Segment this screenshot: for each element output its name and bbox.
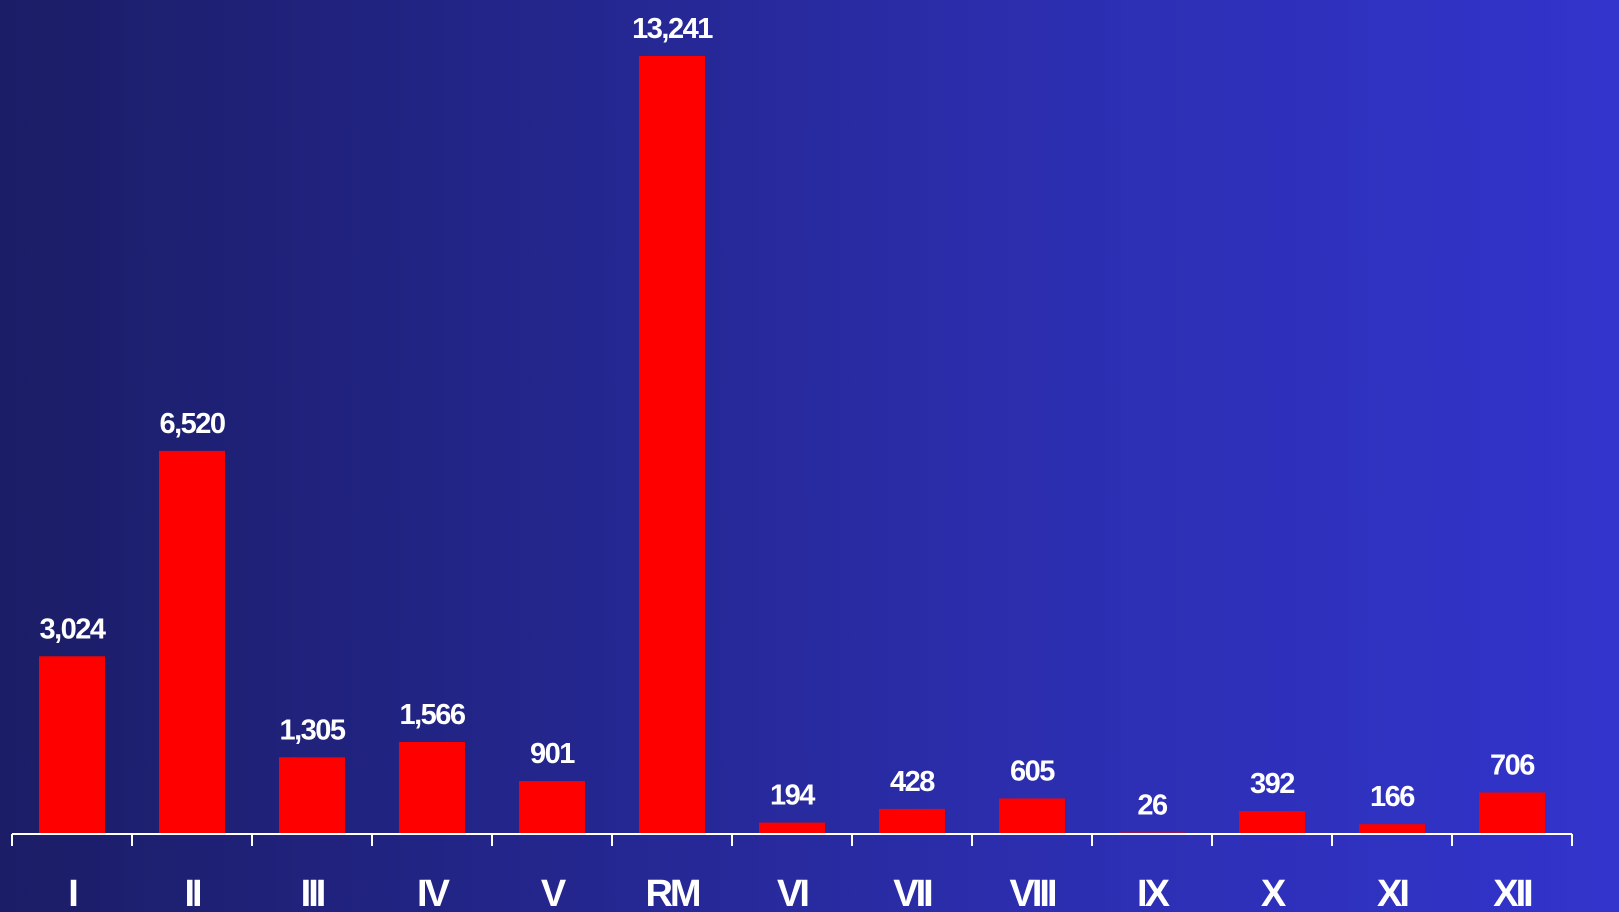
bar-vi (759, 822, 825, 834)
category-label-rm: RM (645, 873, 699, 912)
bar-xi (1359, 824, 1425, 834)
bar-x (1239, 811, 1305, 834)
value-label-v: 901 (530, 738, 575, 770)
category-label-group: I II III IV V RM VI VII VIII IX X XI XII (68, 873, 1535, 912)
category-label-iv: IV (417, 873, 451, 912)
category-label-xii: XII (1493, 873, 1532, 912)
category-label-x: X (1261, 873, 1287, 912)
bar-viii (999, 798, 1065, 834)
value-label-vi: 194 (770, 780, 815, 812)
category-label-vi: VI (777, 873, 808, 912)
value-label-iv: 1,566 (399, 699, 465, 731)
x-axis-ticks (11, 834, 1573, 846)
bar-iii (279, 757, 345, 834)
value-label-iii: 1,305 (279, 714, 345, 746)
bar-iv (399, 742, 465, 834)
value-label-x: 392 (1250, 768, 1294, 800)
bar-rm (639, 56, 705, 834)
value-label-ix: 26 (1137, 790, 1168, 822)
bar-group (39, 56, 1545, 834)
category-label-i: I (68, 873, 77, 912)
category-label-viii: VIII (1009, 873, 1055, 912)
category-label-ix: IX (1137, 873, 1171, 912)
category-label-ii: II (184, 873, 201, 912)
bar-v (519, 781, 585, 834)
category-label-v: V (541, 873, 567, 912)
value-label-xii: 706 (1490, 750, 1535, 782)
value-label-viii: 605 (1010, 756, 1055, 788)
value-label-vii: 428 (890, 766, 935, 798)
category-label-iii: III (301, 873, 325, 912)
value-label-rm: 13,241 (632, 13, 713, 45)
bar-ii (159, 450, 225, 834)
bar-xii (1479, 792, 1545, 834)
value-label-group: 3,024 6,520 1,305 1,566 901 13,241 194 428 605 26… (39, 13, 1536, 822)
value-label-xi: 166 (1370, 781, 1415, 813)
value-label-i: 3,024 (39, 613, 105, 645)
category-label-xi: XI (1377, 873, 1408, 912)
bar-vii (879, 808, 945, 834)
value-label-ii: 6,520 (159, 408, 224, 440)
category-label-vii: VII (893, 873, 932, 912)
bar-i (39, 656, 105, 834)
